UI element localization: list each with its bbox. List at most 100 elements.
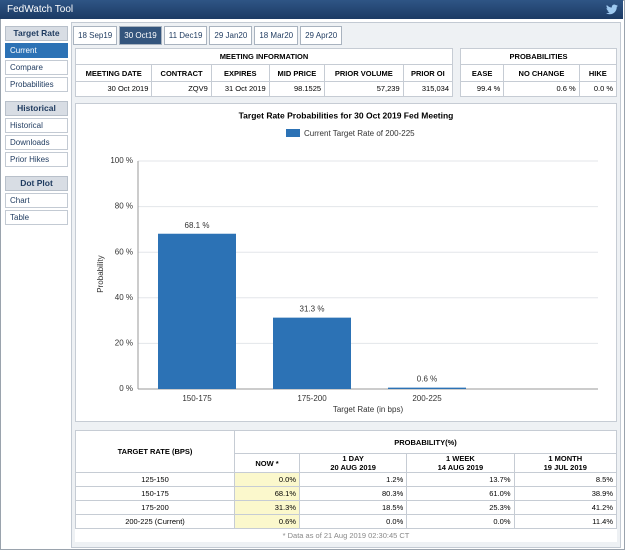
column-date: 20 AUG 2019 (330, 463, 376, 472)
legend-swatch (286, 129, 300, 137)
value-label: 68.1 % (185, 221, 210, 230)
column-header: CONTRACT (151, 64, 212, 82)
legend-label: Current Target Rate of 200-225 (304, 129, 415, 138)
cell: 57,239 (324, 80, 404, 98)
column-header: 1 WEEK 14 AUG 2019 (406, 453, 515, 473)
probability-cell: 11.4% (513, 514, 618, 529)
meeting-tab[interactable]: 30 Oct19 (119, 26, 162, 45)
y-axis-label: Probability (96, 255, 105, 292)
probability-cell: 41.2% (513, 500, 618, 515)
cell: 315,034 (402, 80, 454, 98)
sidebar-section-title: Historical (5, 101, 68, 116)
rate-cell: 200-225 (Current) (75, 514, 235, 529)
probability-cell: 31.3% (234, 500, 300, 515)
spacer (5, 94, 68, 101)
x-tick-label: 150-175 (182, 394, 212, 403)
meeting-tab[interactable]: 18 Mar20 (254, 26, 299, 45)
app-title: FedWatch Tool (7, 4, 74, 15)
cell: 99.4 % (459, 80, 505, 98)
table-row: MEETING INFORMATION (75, 47, 453, 66)
rate-cell: 175-200 (75, 500, 235, 515)
sidebar-section-title: Target Rate (5, 26, 68, 41)
sidebar-item[interactable]: Chart (5, 193, 68, 208)
bar (273, 317, 351, 389)
sidebar-item[interactable]: Compare (5, 60, 68, 75)
probability-cell: 38.9% (513, 486, 618, 501)
table-row: 175-200 31.3% 18.5% 25.3% 41.2% (75, 500, 618, 515)
y-tick-label: 0 % (119, 384, 133, 393)
cell: 98.1525 (268, 80, 326, 98)
probability-cell: 18.5% (298, 500, 408, 515)
meeting-tab[interactable]: 29 Jan20 (209, 26, 253, 45)
probability-header: PROBABILITY(%) (234, 430, 617, 454)
probability-table: TARGET RATE (BPS) PROBABILITY(%) NOW * 1 DA… (75, 430, 618, 543)
y-tick-label: 80 % (115, 202, 133, 211)
column-header: 1 MONTH 19 JUL 2019 (513, 453, 618, 473)
table-row: TARGET RATE (BPS) PROBABILITY(%) (75, 430, 617, 473)
sidebar-item[interactable]: Probabilities (5, 77, 68, 92)
table-row: 30 Oct 2019 ZQV9 31 Oct 2019 98.1525 57,239 3… (74, 80, 454, 98)
cell: ZQV9 (151, 80, 212, 98)
y-tick-label: 60 % (115, 247, 133, 256)
y-tick-label: 100 % (110, 156, 133, 165)
column-label: 1 MONTH (548, 454, 583, 463)
meeting-tab[interactable]: 11 Dec19 (163, 26, 208, 45)
column-label: 1 DAY (342, 454, 364, 463)
meeting-tab[interactable]: 29 Apr20 (300, 26, 343, 45)
footnote: * Data as of 21 Aug 2019 02:30:45 CT (282, 531, 410, 540)
table-row: PROBABILITIES (460, 47, 617, 66)
cell: 30 Oct 2019 (74, 80, 153, 98)
spacer (5, 169, 68, 176)
probability-cell: 80.3% (298, 486, 408, 501)
sidebar-item[interactable]: Table (5, 210, 68, 225)
probability-cell: 68.1% (234, 486, 300, 501)
cell: 31 Oct 2019 (210, 80, 270, 98)
value-label: 31.3 % (300, 305, 325, 314)
table-row: EASE NO CHANGE HIKE (459, 64, 618, 82)
sidebar-item[interactable]: Downloads (5, 135, 68, 150)
rate-cell: 150-175 (75, 486, 235, 501)
y-tick-label: 20 % (115, 339, 133, 348)
bar (158, 233, 236, 389)
meeting-tabs: 18 Sep19 30 Oct19 11 Dec19 29 Jan20 18 Mar20… (73, 26, 343, 45)
bar (388, 387, 466, 389)
column-date: 19 JUL 2019 (543, 463, 587, 472)
probability-cell: 61.0% (406, 486, 515, 501)
column-header: PRIOR VOLUME (324, 64, 404, 82)
sidebar-item[interactable]: Historical (5, 118, 68, 133)
sidebar-item[interactable]: Current (5, 43, 68, 58)
table-row: MEETING DATE CONTRACT EXPIRES MID PRICE PRIO… (74, 64, 454, 82)
meeting-tab[interactable]: 18 Sep19 (73, 26, 118, 45)
table-row: * Data as of 21 Aug 2019 02:30:45 CT (76, 529, 617, 543)
probability-cell: 1.2% (298, 472, 408, 487)
meeting-info-table: MEETING INFORMATION MEETING DATE CONTRACT E… (74, 47, 454, 98)
twitter-icon[interactable] (606, 4, 618, 15)
probability-cell: 8.5% (513, 472, 618, 487)
probabilities-table: PROBABILITIES EASE NO CHANGE HIKE 99.4 % 0.6 … (459, 47, 618, 98)
probability-cell: 25.3% (406, 500, 515, 515)
x-axis-label: Target Rate (in bps) (333, 405, 404, 414)
column-header: EXPIRES (210, 64, 270, 82)
column-header: EASE (459, 64, 505, 82)
x-tick-label: 200-225 (412, 394, 442, 403)
column-header: PRIOR OI (402, 64, 454, 82)
column-header: 1 DAY 20 AUG 2019 (298, 453, 408, 473)
cell: 0.6 % (503, 80, 580, 98)
table-row: 125-150 0.0% 1.2% 13.7% 8.5% (75, 472, 618, 487)
probability-cell: 0.0% (406, 514, 515, 529)
column-label: 1 WEEK (446, 454, 475, 463)
probability-cell: 13.7% (406, 472, 515, 487)
table-row: NOW * 1 DAY 20 AUG 2019 1 WEEK 14 AUG 2019 1 … (76, 453, 618, 473)
chart-title: Target Rate Probabilities for 30 Oct 201… (239, 110, 454, 120)
x-tick-label: 175-200 (297, 394, 327, 403)
table-row: 200-225 (Current) 0.6% 0.0% 0.0% 11.4% (75, 514, 618, 529)
column-header: MID PRICE (268, 64, 326, 82)
sidebar-item[interactable]: Prior Hikes (5, 152, 68, 167)
cell: 0.0 % (578, 80, 618, 98)
column-header: NO CHANGE (503, 64, 580, 82)
column-header: HIKE (578, 64, 618, 82)
table-row: 150-175 68.1% 80.3% 61.0% 38.9% (75, 486, 618, 501)
chart: Target Rate Probabilities for 30 Oct 201… (96, 110, 598, 414)
column-date: 14 AUG 2019 (437, 463, 484, 472)
sidebar: Target Rate Current Compare Probabilities Hi… (5, 26, 68, 227)
